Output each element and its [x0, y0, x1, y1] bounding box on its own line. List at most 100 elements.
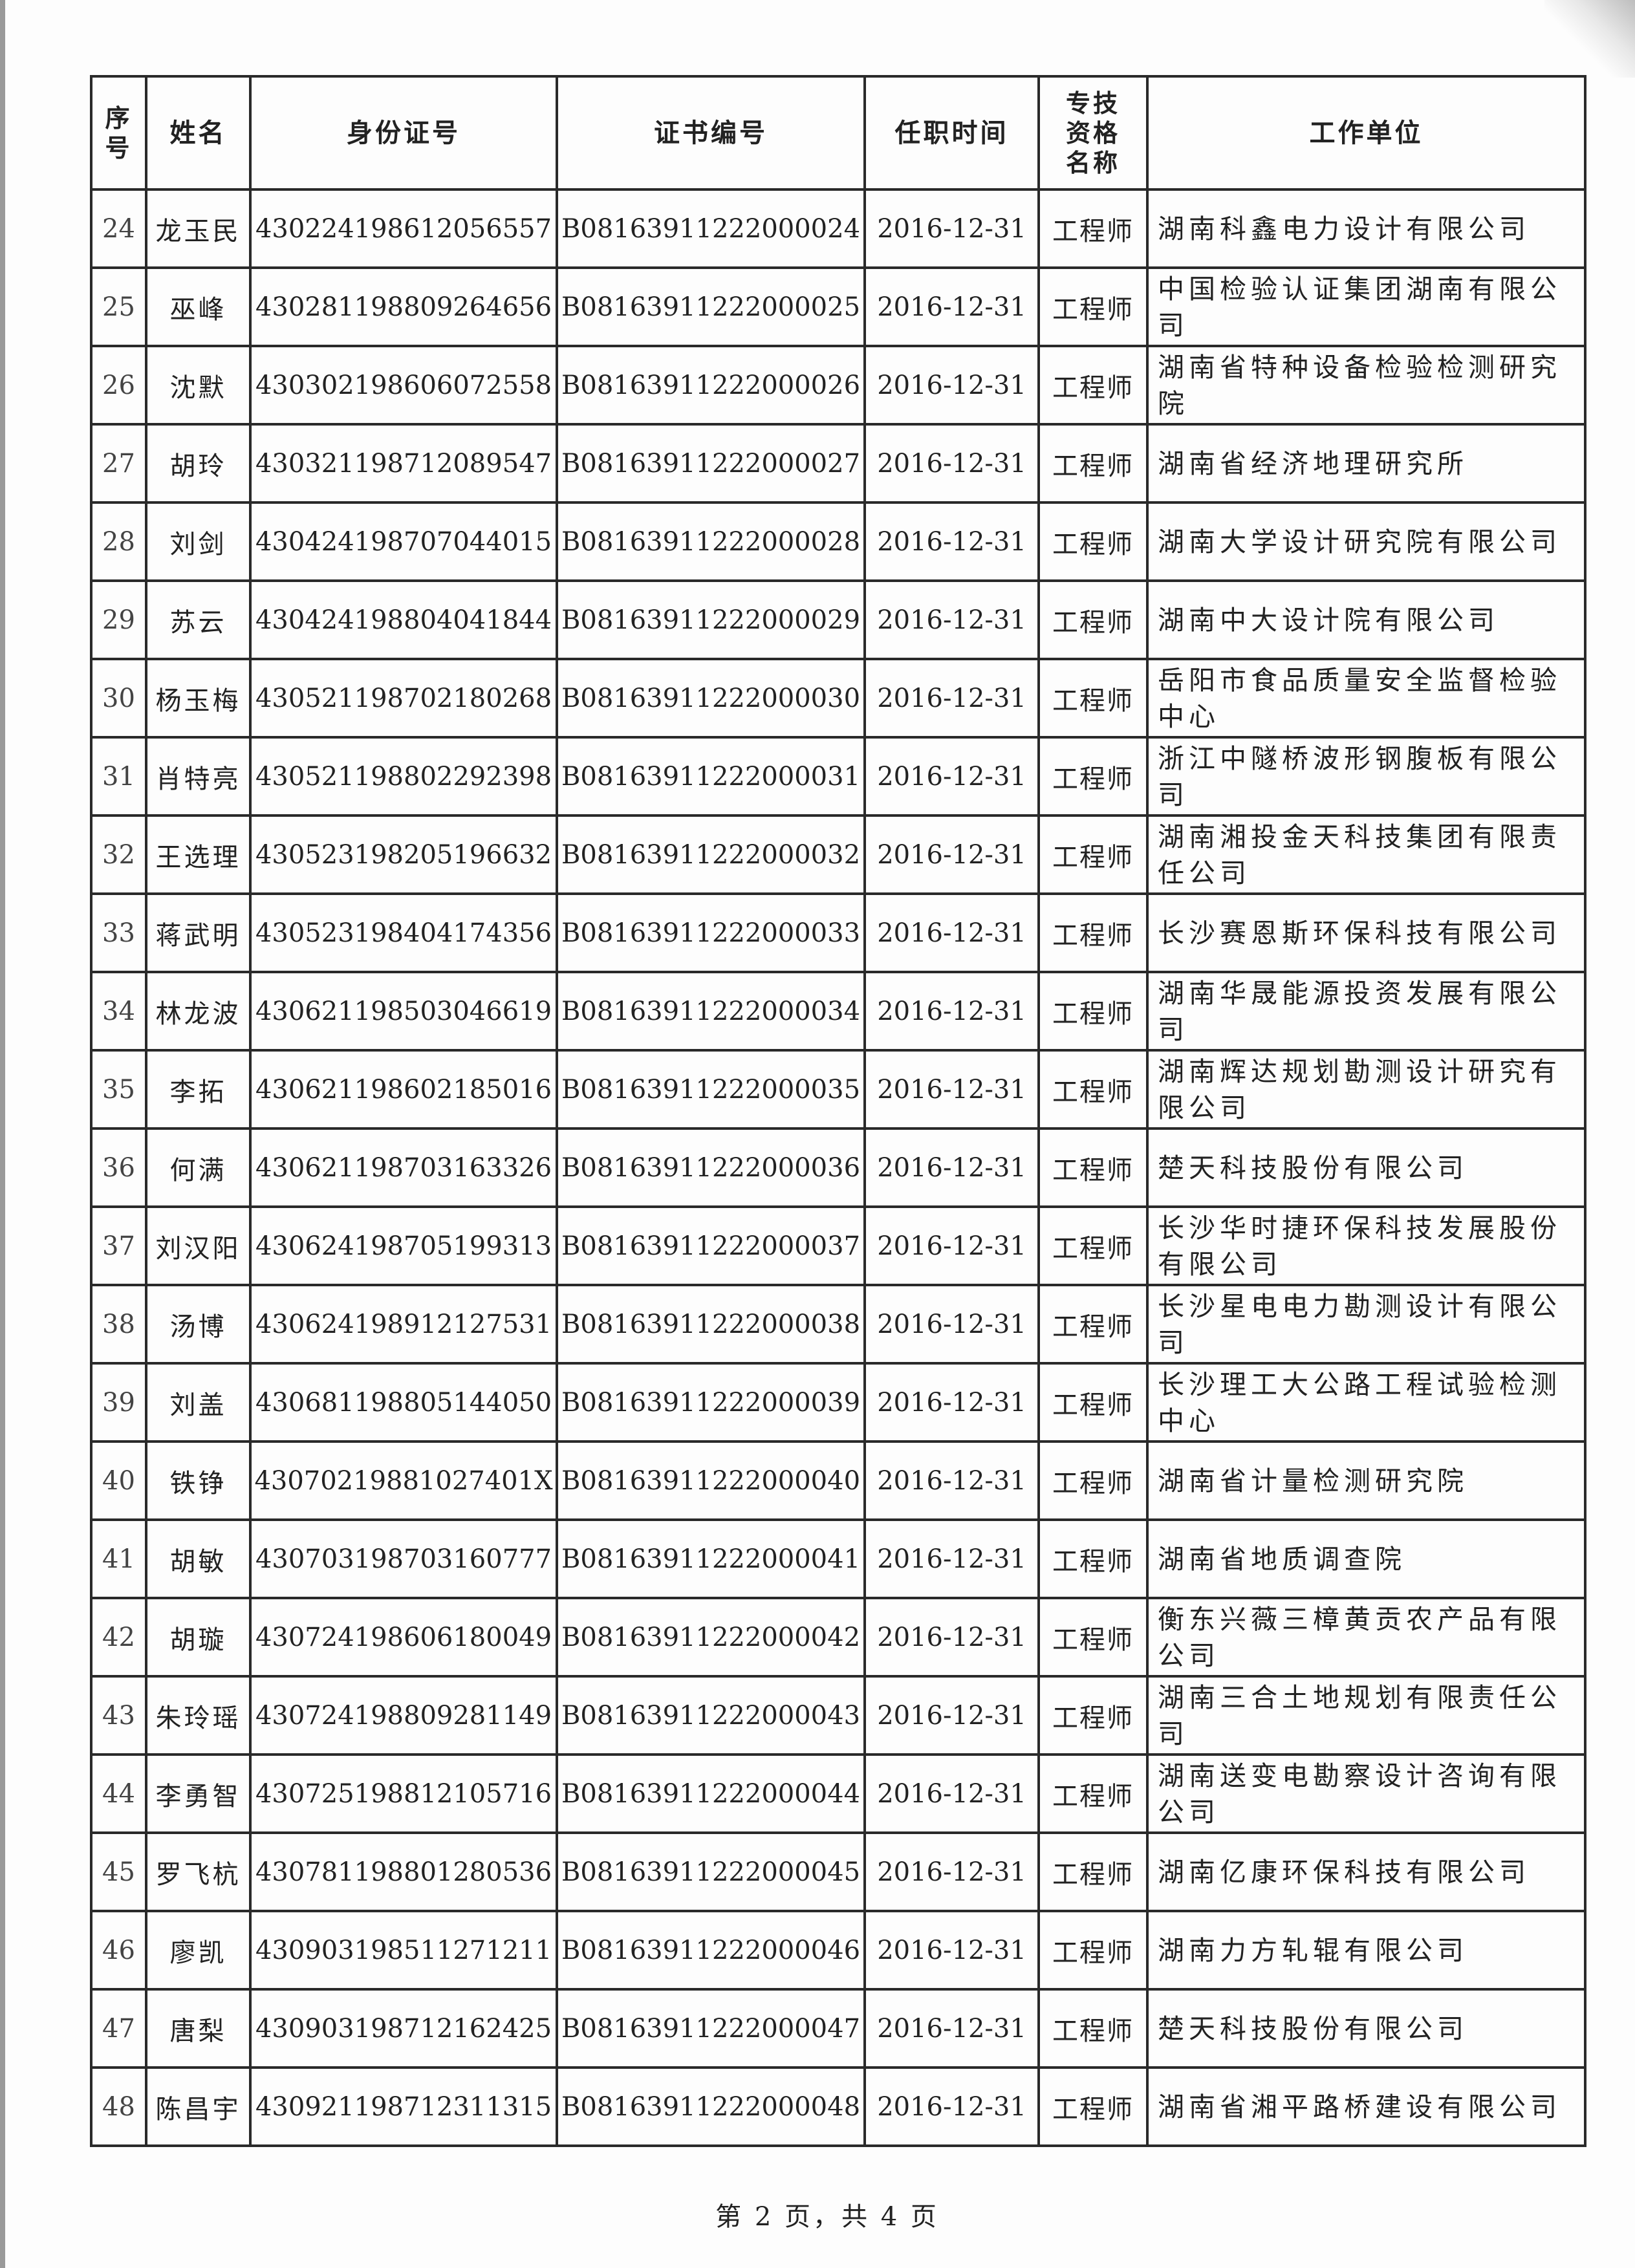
- cell-cert-number: B08163911222000036: [556, 1127, 866, 1208]
- cell-cert-number: B08163911222000035: [556, 1049, 866, 1130]
- cell-id-number: 430681198805144050: [249, 1362, 558, 1443]
- table-row: 44 李勇智 430725198812105716 B0816391122200004…: [90, 1753, 1586, 1834]
- cell-id-number: 430621198703163326: [249, 1127, 558, 1208]
- cell-appointment-date: 2016-12-31: [863, 345, 1040, 426]
- cell-appointment-date: 2016-12-31: [863, 1362, 1040, 1443]
- cell-appointment-date: 2016-12-31: [863, 266, 1040, 347]
- cell-appointment-date: 2016-12-31: [863, 1049, 1040, 1130]
- cell-id-number: 430224198612056557: [249, 188, 558, 269]
- cell-workplace: 湖南科鑫电力设计有限公司: [1146, 188, 1586, 269]
- cell-id-number: 430724198606180049: [249, 1597, 558, 1678]
- cell-cert-number: B08163911222000043: [556, 1675, 866, 1756]
- cell-seq: 25: [90, 266, 147, 347]
- table-row: 36 何满 430621198703163326 B08163911222000036…: [90, 1127, 1586, 1208]
- cell-name: 肖特亮: [145, 736, 252, 817]
- cell-qualification: 工程师: [1037, 1597, 1149, 1678]
- cell-appointment-date: 2016-12-31: [863, 658, 1040, 739]
- cell-cert-number: B08163911222000025: [556, 266, 866, 347]
- cell-workplace: 湖南三合土地规划有限责任公司: [1146, 1675, 1586, 1756]
- cell-seq: 33: [90, 892, 147, 973]
- cell-seq: 41: [90, 1518, 147, 1599]
- cell-seq: 39: [90, 1362, 147, 1443]
- cell-workplace: 楚天科技股份有限公司: [1146, 1988, 1586, 2069]
- cell-appointment-date: 2016-12-31: [863, 971, 1040, 1052]
- table-header-row: 序号 姓名 身份证号 证书编号 任职时间 专技资格名称 工作单位: [90, 75, 1586, 191]
- cell-cert-number: B08163911222000033: [556, 892, 866, 973]
- cell-workplace: 湖南华晟能源投资发展有限公司: [1146, 971, 1586, 1052]
- cell-cert-number: B08163911222000034: [556, 971, 866, 1052]
- cell-cert-number: B08163911222000026: [556, 345, 866, 426]
- table-row: 33 蒋武明 430523198404174356 B0816391122200003…: [90, 892, 1586, 973]
- cell-workplace: 湖南中大设计院有限公司: [1146, 579, 1586, 660]
- cell-qualification: 工程师: [1037, 1362, 1149, 1443]
- cell-appointment-date: 2016-12-31: [863, 1205, 1040, 1286]
- cell-workplace: 湖南省湘平路桥建设有限公司: [1146, 2066, 1586, 2147]
- cell-seq: 36: [90, 1127, 147, 1208]
- table-row: 35 李拓 430621198602185016 B08163911222000035…: [90, 1049, 1586, 1130]
- table-row: 30 杨玉梅 430521198702180268 B0816391122200003…: [90, 658, 1586, 739]
- cell-cert-number: B08163911222000045: [556, 1831, 866, 1912]
- cell-appointment-date: 2016-12-31: [863, 1831, 1040, 1912]
- table-row: 47 唐梨 430903198712162425 B08163911222000047…: [90, 1988, 1586, 2069]
- cell-cert-number: B08163911222000041: [556, 1518, 866, 1599]
- cell-seq: 38: [90, 1284, 147, 1365]
- cell-id-number: 430725198812105716: [249, 1753, 558, 1834]
- cell-qualification: 工程师: [1037, 579, 1149, 660]
- cell-qualification: 工程师: [1037, 892, 1149, 973]
- cell-qualification: 工程师: [1037, 423, 1149, 504]
- cell-id-number: 430523198205196632: [249, 814, 558, 895]
- cell-seq: 24: [90, 188, 147, 269]
- cell-cert-number: B08163911222000030: [556, 658, 866, 739]
- cell-qualification: 工程师: [1037, 1440, 1149, 1521]
- cell-qualification: 工程师: [1037, 1518, 1149, 1599]
- cell-workplace: 楚天科技股份有限公司: [1146, 1127, 1586, 1208]
- cell-qualification: 工程师: [1037, 266, 1149, 347]
- cell-id-number: 43070219881027401X: [249, 1440, 558, 1521]
- cell-qualification: 工程师: [1037, 658, 1149, 739]
- page-number: 第 2 页，共 4 页: [715, 2202, 939, 2232]
- cell-name: 胡璇: [145, 1597, 252, 1678]
- cell-appointment-date: 2016-12-31: [863, 1440, 1040, 1521]
- cell-qualification: 工程师: [1037, 345, 1149, 426]
- cell-name: 李勇智: [145, 1753, 252, 1834]
- cell-name: 刘剑: [145, 501, 252, 582]
- cell-qualification: 工程师: [1037, 1127, 1149, 1208]
- cell-id-number: 430921198712311315: [249, 2066, 558, 2147]
- cell-workplace: 湖南省经济地理研究所: [1146, 423, 1586, 504]
- table-row: 37 刘汉阳 430624198705199313 B0816391122200003…: [90, 1205, 1586, 1286]
- cell-cert-number: B08163911222000048: [556, 2066, 866, 2147]
- cell-name: 龙玉民: [145, 188, 252, 269]
- cell-workplace: 长沙星电电力勘测设计有限公司: [1146, 1284, 1586, 1365]
- cell-seq: 46: [90, 1910, 147, 1991]
- cell-qualification: 工程师: [1037, 1675, 1149, 1756]
- cell-qualification: 工程师: [1037, 1205, 1149, 1286]
- cell-workplace: 湖南辉达规划勘测设计研究有限公司: [1146, 1049, 1586, 1130]
- cell-qualification: 工程师: [1037, 1049, 1149, 1130]
- cell-seq: 28: [90, 501, 147, 582]
- table-row: 28 刘剑 430424198707044015 B08163911222000028…: [90, 501, 1586, 582]
- header-appointment-date: 任职时间: [863, 75, 1040, 191]
- cell-qualification: 工程师: [1037, 1910, 1149, 1991]
- cell-appointment-date: 2016-12-31: [863, 579, 1040, 660]
- cell-seq: 37: [90, 1205, 147, 1286]
- cell-workplace: 湖南送变电勘察设计咨询有限公司: [1146, 1753, 1586, 1834]
- cell-cert-number: B08163911222000029: [556, 579, 866, 660]
- cell-name: 蒋武明: [145, 892, 252, 973]
- cell-workplace: 湖南省地质调查院: [1146, 1518, 1586, 1599]
- cell-qualification: 工程师: [1037, 971, 1149, 1052]
- table-row: 25 巫峰 430281198809264656 B08163911222000025…: [90, 266, 1586, 347]
- cell-workplace: 湖南省特种设备检验检测研究院: [1146, 345, 1586, 426]
- cell-workplace: 中国检验认证集团湖南有限公司: [1146, 266, 1586, 347]
- table-row: 27 胡玲 430321198712089547 B08163911222000027…: [90, 423, 1586, 504]
- header-qualification: 专技资格名称: [1037, 75, 1149, 191]
- cell-seq: 47: [90, 1988, 147, 2069]
- cell-appointment-date: 2016-12-31: [863, 736, 1040, 817]
- cell-cert-number: B08163911222000040: [556, 1440, 866, 1521]
- table-row: 32 王选理 430523198205196632 B0816391122200003…: [90, 814, 1586, 895]
- cell-name: 廖凯: [145, 1910, 252, 1991]
- table-row: 43 朱玲瑶 430724198809281149 B0816391122200004…: [90, 1675, 1586, 1756]
- cell-id-number: 430781198801280536: [249, 1831, 558, 1912]
- cell-seq: 26: [90, 345, 147, 426]
- table-row: 31 肖特亮 430521198802292398 B0816391122200003…: [90, 736, 1586, 817]
- cell-cert-number: B08163911222000039: [556, 1362, 866, 1443]
